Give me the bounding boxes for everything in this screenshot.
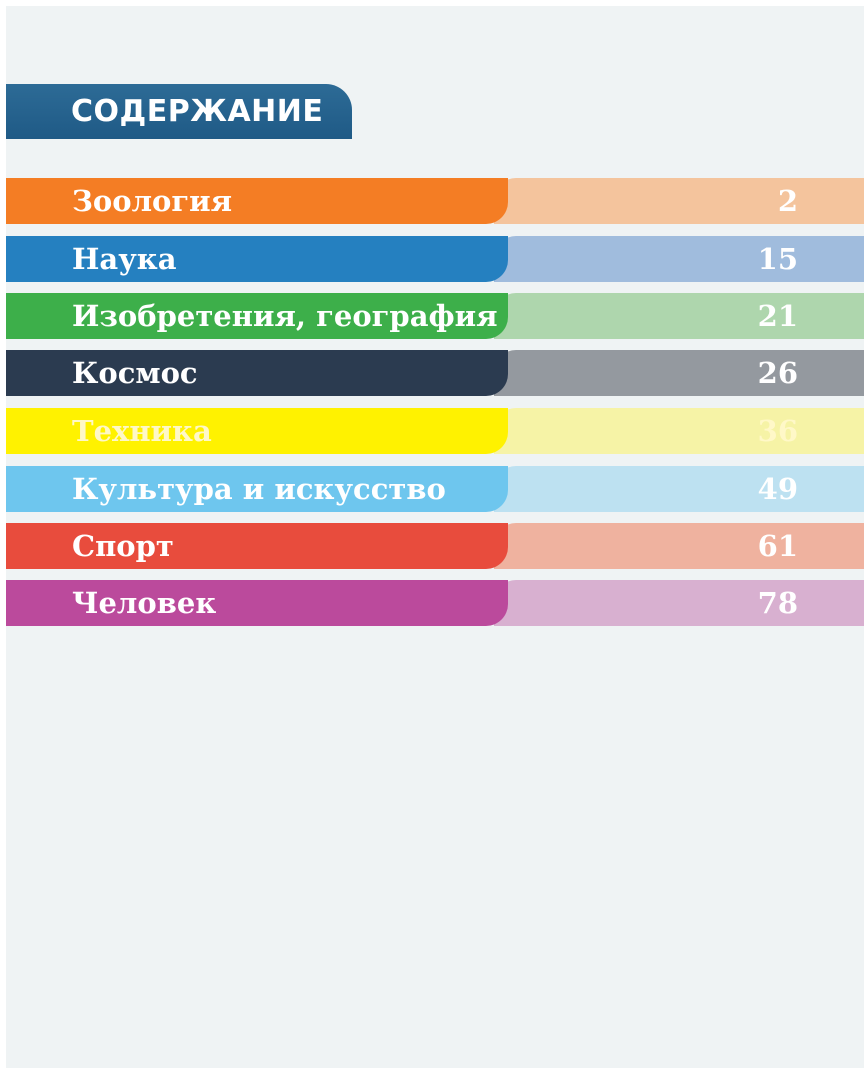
- toc-entry-inventions-geography[interactable]: Изобретения, география 21: [6, 293, 864, 339]
- toc-entry-page-bar: 2: [494, 178, 864, 224]
- toc-entry-label: Наука: [72, 242, 177, 276]
- toc-entry-space[interactable]: Космос 26: [6, 350, 864, 396]
- toc-entry-page-number: 78: [757, 586, 798, 620]
- toc-entry-label-bar: Спорт: [6, 523, 508, 569]
- toc-entry-label-bar: Техника: [6, 408, 508, 454]
- toc-entry-technology[interactable]: Техника 36: [6, 408, 864, 454]
- toc-entry-label-bar: Космос: [6, 350, 508, 396]
- toc-entry-science[interactable]: Наука 15: [6, 236, 864, 282]
- toc-entry-sport[interactable]: Спорт 61: [6, 523, 864, 569]
- contents-page: СОДЕРЖАНИЕ Зоология 2 Наука 15 Изобретен…: [6, 6, 864, 1068]
- toc-entry-page-number: 21: [757, 299, 798, 333]
- contents-title-tab: СОДЕРЖАНИЕ: [6, 84, 352, 139]
- toc-entry-page-number: 26: [757, 356, 798, 390]
- toc-entry-page-bar: 36: [494, 408, 864, 454]
- toc-entry-page-bar: 61: [494, 523, 864, 569]
- toc-entry-label: Зоология: [72, 184, 233, 218]
- toc-entry-label: Спорт: [72, 529, 174, 563]
- toc-entry-label: Человек: [72, 586, 217, 620]
- toc-entry-label-bar: Зоология: [6, 178, 508, 224]
- toc-entry-page-bar: 49: [494, 466, 864, 512]
- toc-entry-label: Космос: [72, 356, 198, 390]
- toc-entry-page-bar: 26: [494, 350, 864, 396]
- toc-entry-human[interactable]: Человек 78: [6, 580, 864, 626]
- toc-entry-label: Изобретения, география: [72, 299, 498, 333]
- toc-entry-label-bar: Человек: [6, 580, 508, 626]
- contents-title: СОДЕРЖАНИЕ: [71, 94, 324, 129]
- toc-entry-label: Техника: [72, 414, 212, 448]
- toc-entry-label: Культура и искусство: [72, 472, 446, 506]
- toc-entry-page-number: 61: [757, 529, 798, 563]
- toc-entry-zoology[interactable]: Зоология 2: [6, 178, 864, 224]
- toc-entry-page-bar: 78: [494, 580, 864, 626]
- toc-entry-page-number: 36: [757, 414, 798, 448]
- toc-entry-page-bar: 15: [494, 236, 864, 282]
- toc-entry-label-bar: Культура и искусство: [6, 466, 508, 512]
- toc-entry-culture-art[interactable]: Культура и искусство 49: [6, 466, 864, 512]
- toc-entry-label-bar: Наука: [6, 236, 508, 282]
- toc-entry-label-bar: Изобретения, география: [6, 293, 508, 339]
- toc-entry-page-number: 2: [777, 184, 798, 218]
- toc-entry-page-number: 49: [757, 472, 798, 506]
- toc-entry-page-bar: 21: [494, 293, 864, 339]
- toc-entry-page-number: 15: [757, 242, 798, 276]
